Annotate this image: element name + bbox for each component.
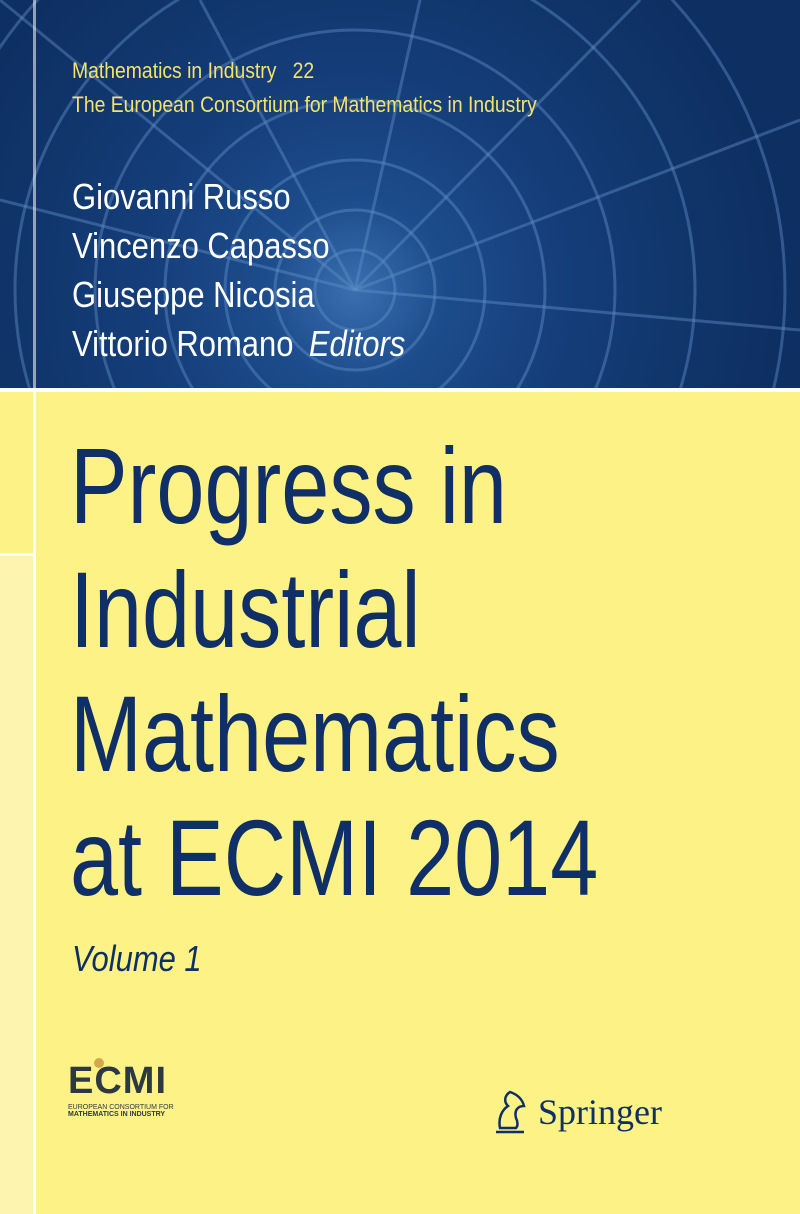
title-line: Progress in [70, 425, 507, 546]
editor: Vittorio Romano [72, 323, 294, 364]
nanotube-pattern [0, 0, 800, 388]
volume: Volume 1 [72, 938, 202, 979]
cover-header-image [0, 0, 800, 388]
series-subtitle: The European Consortium for Mathematics … [72, 92, 537, 117]
editor: Giuseppe Nicosia [72, 274, 315, 315]
series-line: Mathematics in Industry 22 [72, 58, 314, 84]
publisher-name: Springer [538, 1092, 662, 1132]
title-line: Industrial [70, 549, 421, 670]
title-line: at ECMI 2014 [70, 797, 599, 918]
springer-logo: Springer [488, 1088, 662, 1136]
series-number: 22 [292, 58, 315, 83]
title-line: Mathematics [70, 673, 560, 794]
springer-horse-icon [496, 1090, 526, 1134]
divider-vertical-lower [33, 392, 36, 1214]
series-name: Mathematics in Industry [72, 58, 277, 83]
ecmi-logo-text: ECMI [68, 1060, 167, 1102]
editor-line: Vittorio Romano Editors [72, 323, 405, 365]
ecmi-dot-icon [94, 1058, 104, 1068]
left-strip [0, 556, 33, 1214]
editor: Vincenzo Capasso [72, 225, 330, 266]
ecmi-logo: ECMI EUROPEAN CONSORTIUM FOR MATHEMATICS… [68, 1058, 174, 1118]
editors-label: Editors [308, 323, 406, 364]
strip-divider [0, 553, 33, 556]
editor: Giovanni Russo [72, 176, 291, 217]
divider-horizontal [0, 388, 800, 392]
ecmi-logo-line2: MATHEMATICS IN INDUSTRY [68, 1111, 166, 1118]
ecmi-logo-line1: EUROPEAN CONSORTIUM FOR [68, 1104, 174, 1111]
